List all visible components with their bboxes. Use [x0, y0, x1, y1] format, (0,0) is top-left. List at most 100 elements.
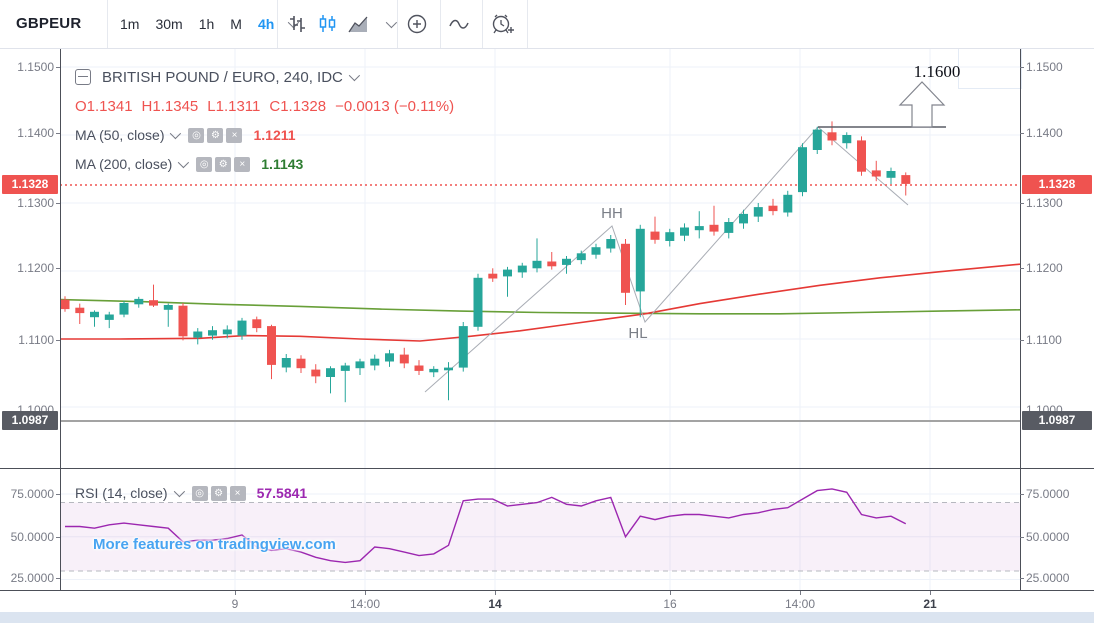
toolbar-separator: [277, 0, 278, 48]
candle-body: [370, 358, 380, 366]
candle-body: [783, 194, 793, 213]
legend-chevron-icon[interactable]: [348, 69, 360, 82]
axis-tick: [1020, 578, 1024, 579]
compare-plus-icon[interactable]: [406, 13, 428, 35]
candle-body: [119, 303, 129, 315]
candle-body: [871, 170, 881, 177]
toolbar: GBPEUR 1m 30m 1h M 4h: [0, 0, 1094, 49]
rsi-chevron-icon[interactable]: [173, 485, 185, 498]
ma50-source-icon[interactable]: ◎: [188, 127, 205, 143]
candle-body: [591, 247, 601, 255]
ohlc-low: L1.1311: [207, 97, 261, 115]
toolbar-separator: [482, 0, 483, 48]
ma50-label: MA (50, close): [75, 127, 165, 143]
axis-tick: [56, 578, 60, 579]
time-axis-label: 21: [923, 597, 937, 611]
candle-body: [562, 258, 571, 265]
bars-chart-icon[interactable]: [286, 13, 308, 35]
time-axis-label: 16: [663, 597, 677, 611]
axis-tick: [1020, 537, 1024, 538]
candle-body: [503, 269, 512, 277]
price-axis-label: 1.1500: [1026, 60, 1063, 74]
chart-type-chevron-icon[interactable]: [385, 16, 398, 29]
time-axis-tick: [800, 591, 801, 595]
candle-body: [178, 305, 188, 337]
candle-body: [576, 253, 586, 261]
axis-tick: [1020, 203, 1024, 204]
ma200-line: [60, 298, 1020, 315]
axis-tick: [56, 537, 60, 538]
candle-body: [901, 175, 911, 184]
candle-body: [267, 326, 276, 365]
time-axis-label: 9: [231, 597, 239, 611]
ma200-chevron-icon[interactable]: [178, 156, 190, 169]
interval-button-1m[interactable]: 1m: [120, 16, 140, 32]
ma50-value: 1.1211: [253, 127, 296, 143]
area-chart-icon[interactable]: [347, 13, 369, 35]
candle-body: [414, 365, 424, 371]
candle-body: [355, 361, 365, 369]
rsi-close-icon[interactable]: ×: [229, 485, 246, 501]
target-price-label: 1.1600: [914, 62, 961, 81]
interval-button-4h[interactable]: 4h: [257, 16, 275, 32]
last-price-badge: 1.1328: [1022, 175, 1092, 194]
toolbar-separator: [440, 0, 441, 48]
candle-body: [547, 261, 557, 267]
candle-body: [665, 232, 675, 241]
hh-label: HH: [601, 205, 623, 222]
rsi-axis-label: 25.0000: [10, 571, 54, 585]
rsi-source-icon[interactable]: ◎: [191, 485, 208, 501]
ma50-chevron-icon[interactable]: [170, 127, 182, 140]
candle-body: [90, 311, 99, 318]
trendline[interactable]: [424, 126, 909, 393]
candle-body: [237, 320, 247, 336]
target-arrow-icon[interactable]: [898, 81, 946, 128]
time-axis-label: 14: [488, 597, 502, 611]
line-tool-icon[interactable]: [448, 13, 470, 35]
candle-body: [149, 300, 158, 306]
candle-body: [842, 135, 852, 144]
interval-button-M[interactable]: M: [230, 16, 242, 32]
ma200-settings-icon[interactable]: ⚙: [215, 156, 232, 172]
interval-button-30m[interactable]: 30m: [155, 16, 183, 32]
pane-separator[interactable]: [0, 468, 1094, 469]
axis-tick: [1020, 268, 1024, 269]
candle-body: [606, 239, 616, 249]
candle-body: [458, 326, 468, 368]
candle-body: [444, 367, 453, 371]
interval-button-1h[interactable]: 1h: [198, 16, 215, 32]
candle-body: [75, 307, 85, 314]
candle-body: [281, 358, 291, 368]
candle-body: [709, 224, 719, 232]
candle-body: [385, 353, 394, 362]
candle-body: [739, 213, 748, 224]
ma50-settings-icon[interactable]: ⚙: [207, 127, 224, 143]
rsi-line: [65, 488, 907, 564]
ohlc-change: −0.0013 (−0.11%): [335, 97, 455, 115]
bottom-strip: [0, 612, 1094, 623]
rsi-settings-icon[interactable]: ⚙: [210, 485, 227, 501]
ma50-close-icon[interactable]: ×: [226, 127, 243, 143]
candle-body: [104, 314, 114, 320]
watermark-link[interactable]: More features on tradingview.com: [93, 536, 336, 553]
ma200-source-icon[interactable]: ◎: [196, 156, 213, 172]
legend-collapse-icon[interactable]: [75, 69, 91, 85]
candle-body: [60, 299, 70, 310]
right-axis-border: [1020, 48, 1021, 590]
alert-price-badge: 1.0987: [1022, 411, 1092, 430]
chart-legend: BRITISH POUND / EURO, 240, IDC O1.1341 H…: [75, 66, 463, 182]
candle-body: [827, 132, 837, 141]
price-axis-label: 1.1300: [17, 196, 54, 210]
candles-chart-icon[interactable]: [316, 13, 338, 35]
ma200-close-icon[interactable]: ×: [234, 156, 251, 172]
candle-body: [208, 330, 217, 336]
ohlc-close: C1.1328: [269, 97, 327, 115]
candle-body: [193, 331, 203, 338]
axis-tick: [56, 340, 60, 341]
candle-body: [768, 205, 778, 212]
ma200-row: MA (200, close) ◎ ⚙ × 1.1143: [75, 154, 463, 174]
rsi-label: RSI (14, close): [75, 485, 168, 501]
time-axis-tick: [365, 591, 366, 595]
alert-clock-icon[interactable]: [490, 13, 516, 35]
axis-tick: [56, 133, 60, 134]
